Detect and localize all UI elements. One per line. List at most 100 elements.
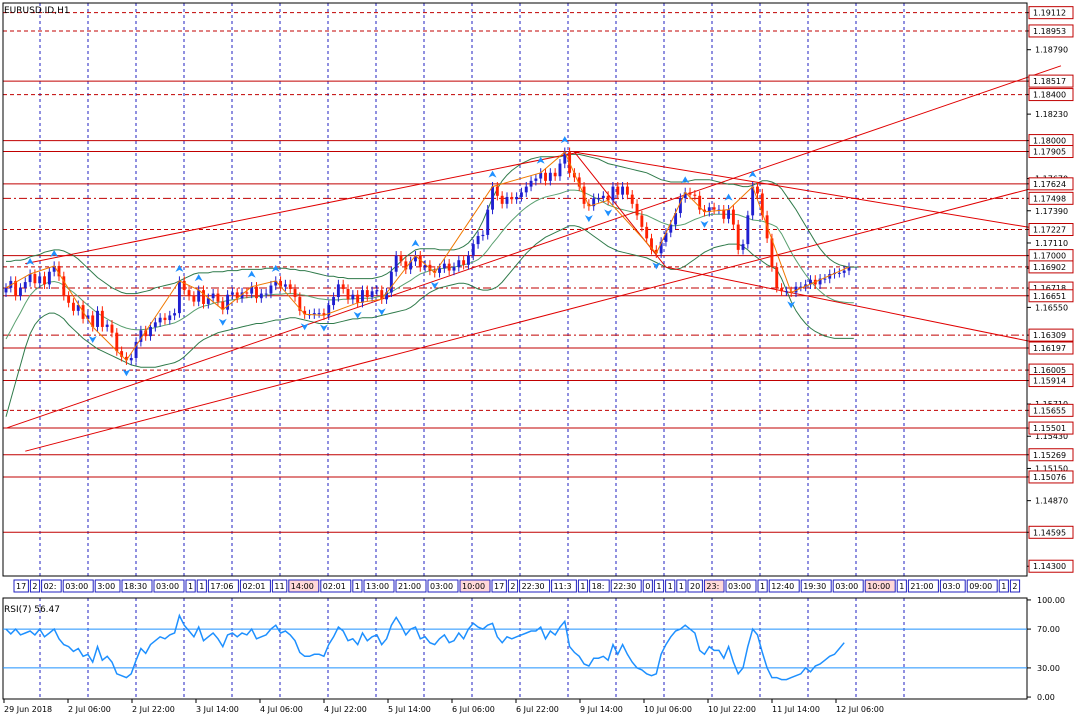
candle [433,265,437,278]
time-strip-box [907,579,939,593]
candle [505,192,509,209]
fractal-down-arrow [377,308,386,316]
time-strip-box [832,579,864,593]
horizontal-levels-layer [3,12,1027,533]
candle [760,188,764,220]
candle [597,193,600,203]
price-marker-label: 1.18400 [1033,91,1066,100]
candle [510,192,514,204]
x-tick-label: 9 Jul 14:00 [580,705,623,714]
x-tick-label: 5 Jul 14:00 [388,705,431,714]
candle [192,291,196,307]
candle [404,256,408,275]
candle [298,292,302,316]
trendline [25,180,1062,452]
fractal-arrows-layer [26,136,796,377]
fractal-up-arrow [560,136,569,144]
candle [784,286,788,296]
time-strip-box [642,579,653,593]
price-marker-box [1028,559,1074,573]
candle [539,168,543,184]
x-tick-label: 2 Jul 22:00 [132,705,175,714]
candle [149,322,152,341]
price-marker-label: 1.16197 [1033,344,1066,353]
fractal-up-arrow [175,264,184,272]
candle [553,168,557,181]
rsi-line [5,613,845,681]
candle [741,239,745,255]
time-strip-label: 21:00 [910,582,933,591]
x-tick-label: 12 Jul 06:00 [836,705,884,714]
candle [62,271,66,301]
candle [717,205,721,215]
y-tick-label: 1.18790 [1035,46,1068,55]
candle [601,191,605,203]
price-marker-label: 1.16902 [1033,263,1066,272]
candle [471,239,475,261]
trendline [574,151,1062,234]
candle [481,230,485,241]
price-marker-box [1028,289,1074,303]
candle [86,310,90,324]
time-strip-label: 1 [199,582,204,591]
time-strip-box [41,579,62,593]
candle [558,158,562,181]
time-strip-box [589,579,610,593]
candle [678,193,682,218]
candle [452,262,456,276]
candle [462,255,466,270]
candle [698,191,702,215]
time-strip-label: 20 [690,582,700,591]
candle [110,320,114,338]
price-marker-box [1028,74,1074,88]
candle [428,260,432,276]
panel-frames [2,2,1028,700]
candle [139,325,143,347]
candle [534,173,538,186]
candle [312,308,316,319]
price-marker-label: 1.15501 [1033,424,1066,433]
time-strip-label: 2 [1012,582,1017,591]
bollinger-bands-layer [5,153,859,417]
price-marker-box [1028,6,1074,20]
rsi-tick-label: 70.00 [1037,625,1060,634]
time-strip-label: 11 [274,582,284,591]
candle [43,271,46,289]
time-strip-box [288,579,320,593]
fractal-up-arrow [681,176,690,184]
candle [650,233,653,255]
price-marker-label: 1.18000 [1033,137,1066,146]
rsi-tick-label: 100.00 [1037,596,1065,605]
candle [442,259,446,273]
x-tick-label: 4 Jul 06:00 [260,705,303,714]
time-strip-label: 1 [679,582,684,591]
time-strip-box [725,579,757,593]
candle [221,297,225,315]
rsi-panel: 100.00 70.00 30.00 0.00 [3,596,1065,702]
time-strip-label: 03:00 [728,582,751,591]
candle [269,280,273,299]
time-strip-label: 12:40 [771,582,794,591]
time-strip-box [896,579,907,593]
time-strip-label: 03:00 [65,582,88,591]
candle [28,269,32,287]
candle [230,287,234,300]
candle [332,292,336,310]
time-strip-label: 23: [706,582,719,591]
time-strip-box [363,579,395,593]
time-strip-label: 17 [16,582,26,591]
candle [775,262,779,293]
x-tick-label: 29 Jun 2018 [4,705,52,714]
time-strip-label: 22:30 [522,582,545,591]
candle [163,313,167,325]
candle [519,187,523,202]
time-strip-box [768,579,800,593]
x-tick-label: 6 Jul 22:00 [516,705,559,714]
time-strip-label: 17:06 [210,582,233,591]
candle [197,285,201,307]
candle [303,306,307,319]
fractal-down-arrow [652,262,661,270]
candle [842,265,846,278]
y-tick-label: 1.17390 [1035,207,1068,216]
